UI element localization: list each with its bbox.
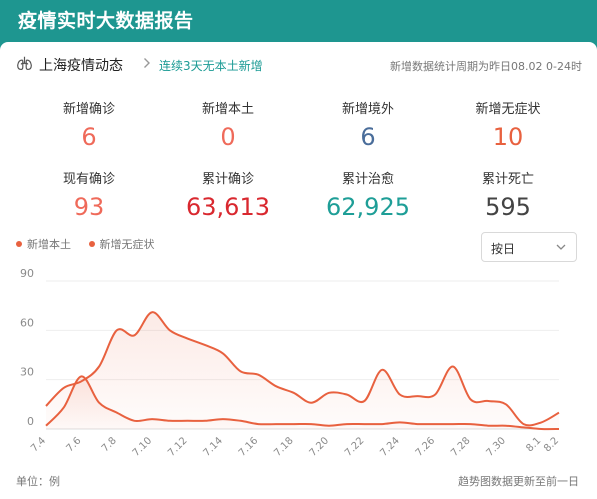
stat-value: 63,613: [186, 193, 270, 221]
dropdown-label: 按日: [491, 242, 516, 256]
page-header: 疫情实时大数据报告: [0, 0, 597, 42]
x-tick-label: 7.22: [343, 435, 367, 459]
stat-value: 62,925: [326, 193, 410, 221]
stat-label: 新增无症状: [475, 102, 541, 117]
x-tick-label: 8.1: [524, 435, 543, 454]
y-tick-label: 90: [20, 268, 34, 280]
stat-label: 累计确诊: [201, 172, 254, 187]
x-tick-label: 7.30: [485, 435, 509, 459]
stat-value: 6: [81, 123, 97, 151]
stat-total-confirmed: 累计确诊 63,613: [158, 168, 298, 221]
stat-new-imported: 新增境外 6: [298, 98, 438, 151]
highlight-link[interactable]: 连续3天无本土新增: [159, 59, 263, 73]
x-tick-label: 7.26: [414, 435, 438, 459]
x-tick-label: 8.2: [542, 435, 561, 454]
unit-label: 单位：例: [16, 475, 60, 488]
x-tick-label: 7.10: [131, 435, 155, 459]
legend-dot: [88, 241, 95, 247]
stat-new-asymptomatic: 新增无症状 10: [438, 98, 578, 151]
page-title: 疫情实时大数据报告: [18, 10, 194, 32]
stat-label: 累计治愈: [341, 172, 394, 187]
x-tick-label: 7.12: [166, 435, 190, 459]
stat-label: 累计死亡: [481, 172, 534, 187]
y-tick-label: 0: [27, 415, 34, 428]
stat-total-recovered: 累计治愈 62,925: [298, 168, 438, 221]
legend-item-asymptomatic[interactable]: 新增无症状: [88, 236, 155, 252]
stat-value: 595: [485, 193, 531, 221]
period-note: 新增数据统计周期为昨日08.02 0-24时: [390, 60, 582, 73]
x-tick-label: 7.18: [272, 435, 296, 459]
lungs-icon: [17, 56, 32, 71]
legend-label: 新增本土: [27, 238, 71, 251]
x-tick-label: 7.6: [64, 435, 83, 454]
series-line-asymptomatic: [45, 311, 560, 427]
legend-label: 新增无症状: [99, 238, 155, 251]
y-tick-label: 60: [20, 316, 34, 329]
chevron-down-icon: [556, 244, 566, 250]
period-dropdown[interactable]: 按日: [481, 232, 577, 262]
stat-value: 6: [360, 123, 376, 151]
stat-new-confirmed: 新增确诊 6: [19, 98, 159, 151]
x-tick-label: 7.20: [308, 435, 332, 459]
legend-dot: [16, 241, 22, 247]
report-card: 上海疫情动态 连续3天无本土新增 新增数据统计周期为昨日08.02 0-24时 …: [0, 42, 597, 499]
stat-label: 现有确诊: [62, 172, 115, 187]
stat-value: 10: [492, 123, 524, 151]
x-tick-label: 7.8: [100, 435, 119, 454]
update-note: 趋势图数据更新至前一日: [458, 475, 579, 488]
y-tick-label: 30: [20, 366, 34, 379]
stat-value: 93: [73, 193, 105, 221]
legend-item-local[interactable]: 新增本土: [16, 236, 71, 252]
x-tick-label: 7.24: [378, 435, 402, 459]
stat-total-deaths: 累计死亡 595: [438, 168, 578, 221]
stat-current-confirmed: 现有确诊 93: [19, 168, 159, 221]
stat-new-local: 新增本土 0: [158, 98, 298, 151]
x-tick-label: 7.16: [237, 435, 261, 459]
x-tick-label: 7.14: [201, 435, 225, 459]
stat-label: 新增境外: [341, 102, 394, 117]
stat-label: 新增本土: [201, 102, 254, 117]
stat-value: 0: [220, 123, 236, 151]
region-title: 上海疫情动态: [39, 58, 123, 74]
x-tick-label: 7.28: [449, 435, 473, 459]
chart-legend: 新增本土 新增无症状: [16, 236, 169, 252]
chevron-right-icon[interactable]: [143, 57, 151, 69]
trend-chart: 0 30 60 90 7.4 7.6 7.8 7.10 7.12 7.14 7.16 7.18 7.20…: [20, 268, 561, 459]
series-area-local: [46, 376, 559, 430]
report-topbar: 上海疫情动态 连续3天无本土新增 新增数据统计周期为昨日08.02 0-24时: [0, 42, 597, 82]
series-line-local: [45, 375, 560, 431]
x-tick-label: 7.4: [29, 435, 48, 454]
stat-label: 新增确诊: [62, 102, 115, 117]
series-area-asymptomatic: [46, 312, 559, 429]
